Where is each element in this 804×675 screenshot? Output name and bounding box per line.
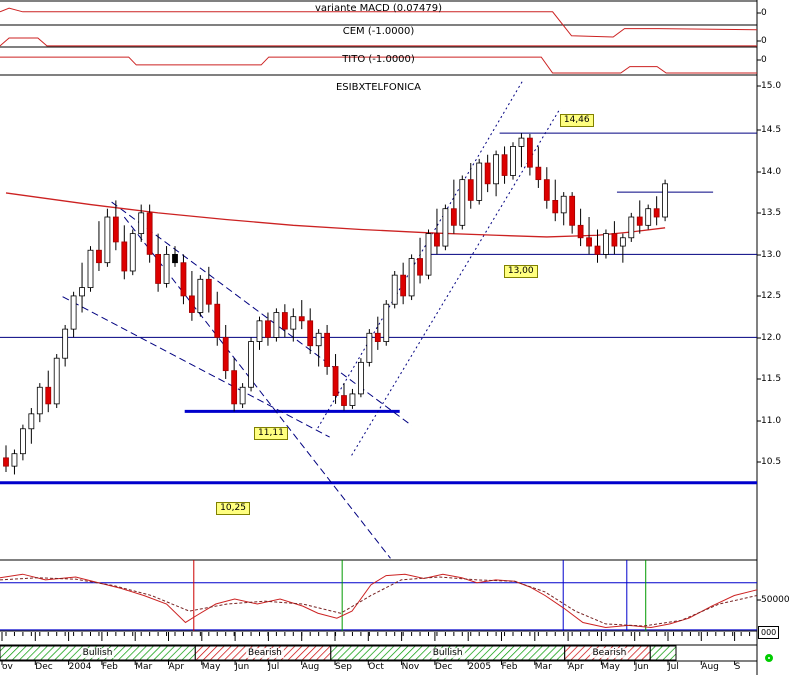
tick-ruler [1,632,751,665]
axis-bottom-box: 000 [758,626,780,639]
tito-line [0,56,757,74]
cem-line [0,37,757,47]
candlestick-series [3,133,668,475]
regime-strip [0,645,677,661]
macd-line [0,7,758,38]
support-resistance-lines [0,132,757,485]
oscillator-lines [0,560,758,631]
connection-status-icon [765,654,773,662]
trendlines [62,79,561,559]
